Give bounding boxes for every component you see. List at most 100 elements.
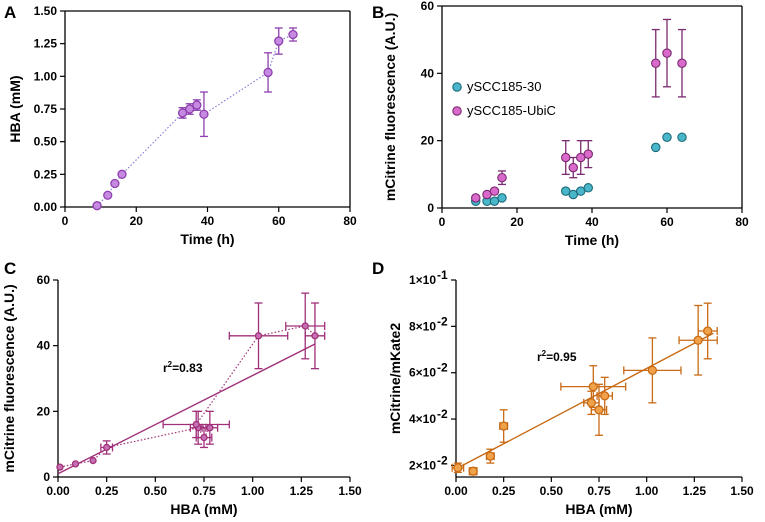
y-tick-label: 6×10: [409, 366, 436, 380]
x-tick-label: 20: [510, 215, 524, 229]
x-tick-label: 0.25: [492, 484, 516, 498]
panel-b: B 0 20 40 60 80 0 20 40 60 Time (h) mCitrine fluor…: [372, 0, 749, 248]
connecting-line: [96, 33, 294, 207]
data-point: [583, 149, 593, 159]
data-point: [117, 169, 127, 179]
y-tick-label: 60: [37, 273, 51, 287]
data-point: [647, 365, 658, 376]
panel-label-d: D: [372, 259, 384, 278]
data-point: [89, 456, 97, 465]
data-point: [274, 36, 284, 46]
legend-marker: [452, 106, 462, 116]
data-point: [185, 104, 195, 114]
x-tick-label: 1.25: [683, 484, 707, 498]
data-point: [254, 332, 263, 340]
r-squared-annotation: r2=0.95: [537, 349, 577, 364]
x-tick-label: 1.00: [241, 484, 265, 498]
fit-line: [455, 332, 714, 470]
data-point: [677, 58, 687, 68]
y-tick-label: 20: [421, 134, 435, 148]
data-point: [677, 132, 687, 143]
y-axis-label: mCitrine/mKate2: [387, 323, 403, 434]
x-tick-label: 0.75: [587, 484, 611, 498]
x-tick-label: 1.25: [290, 484, 314, 498]
r-squared-annotation: r2=0.83: [163, 360, 203, 375]
y-tick-exponent: -2: [437, 453, 448, 467]
data-point: [192, 420, 200, 429]
data-point: [56, 463, 64, 471]
x-tick-label: 1.50: [730, 484, 754, 498]
y-tick-label: 0.00: [34, 200, 58, 214]
data-point: [703, 326, 713, 336]
x-tick-label: 0.75: [192, 484, 216, 498]
data-point: [192, 100, 202, 110]
x-axis-label: HBA (mM): [565, 501, 632, 517]
y-tick-label: 0: [427, 201, 434, 215]
data-point: [497, 193, 507, 203]
x-tick-label: 40: [201, 214, 215, 228]
r-superscript: 2: [168, 360, 173, 369]
x-tick-label: 0.00: [444, 484, 468, 498]
y-tick-label: 1.50: [34, 4, 58, 18]
y-tick-label: 4×10: [409, 412, 436, 426]
x-tick-label: 0.50: [144, 484, 168, 498]
x-tick-label: 80: [735, 215, 749, 229]
data-point: [693, 335, 703, 345]
r-value: =0.83: [172, 361, 203, 375]
y-tick-exponent: -2: [437, 407, 448, 421]
data-point: [568, 162, 578, 173]
fit-line: [57, 343, 316, 475]
x-tick-label: 0: [62, 214, 69, 228]
x-axis-label: Time (h): [180, 231, 234, 247]
x-tick-label: 1.50: [338, 484, 362, 498]
data-point: [489, 186, 500, 196]
x-tick-label: 20: [130, 214, 144, 228]
panel-d: D 0.00 0.25 0.50 0.75 1.00 1.25 1.502×10 -24×10…: [372, 259, 754, 517]
data-point: [560, 152, 571, 163]
y-tick-label: 0.75: [34, 102, 58, 116]
data-point: [453, 463, 463, 473]
y-tick-label: 0.25: [34, 167, 58, 181]
data-point: [468, 466, 478, 476]
y-tick-label: 0: [43, 470, 50, 484]
x-tick-label: 40: [585, 215, 599, 229]
y-tick-label: 20: [37, 404, 51, 418]
y-axis-label: mCitrine fluorescence (A.U.): [382, 13, 398, 201]
y-tick-label: 1×10: [409, 273, 436, 287]
legend: ySCC185-30 ySCC185-UbiC: [452, 79, 556, 118]
legend-label: ySCC185-UbiC: [467, 103, 556, 118]
r-value: =0.95: [546, 350, 577, 364]
x-tick-label: 60: [660, 215, 674, 229]
series-ySCC185-UbiC: [470, 18, 687, 203]
data-point: [103, 443, 111, 452]
y-tick-exponent: -2: [437, 361, 448, 375]
data-point: [662, 48, 672, 58]
data-point: [200, 433, 208, 442]
connecting-line: [59, 325, 316, 468]
data-point: [485, 451, 495, 461]
data-point: [650, 58, 661, 68]
data-point: [586, 398, 597, 408]
panel-label-a: A: [4, 3, 16, 22]
data-point: [583, 183, 593, 193]
r-text: r: [163, 361, 168, 375]
y-tick-exponent: -2: [437, 314, 448, 328]
y-tick-exponent: -1: [437, 268, 448, 282]
x-tick-label: 0: [439, 215, 446, 229]
data-point: [199, 109, 209, 119]
x-tick-label: 0.25: [95, 484, 119, 498]
r-superscript: 2: [542, 349, 547, 358]
data-series: [56, 292, 326, 471]
y-tick-label: 40: [421, 66, 435, 80]
data-point: [600, 391, 610, 401]
data-series: [451, 302, 718, 476]
panel-a: A 0 20 40 60 80 0.00 0.25 0.50 0.75 1.00 1.25 1.50 T…: [4, 3, 357, 247]
series-ySCC185-30: [470, 132, 687, 207]
data-point: [650, 142, 661, 153]
panel-label-c: C: [4, 259, 16, 278]
data-point: [497, 172, 507, 183]
x-tick-label: 80: [343, 214, 357, 228]
y-tick-label: 40: [37, 339, 51, 353]
data-point: [92, 201, 102, 211]
y-tick-label: 0.50: [34, 135, 58, 149]
